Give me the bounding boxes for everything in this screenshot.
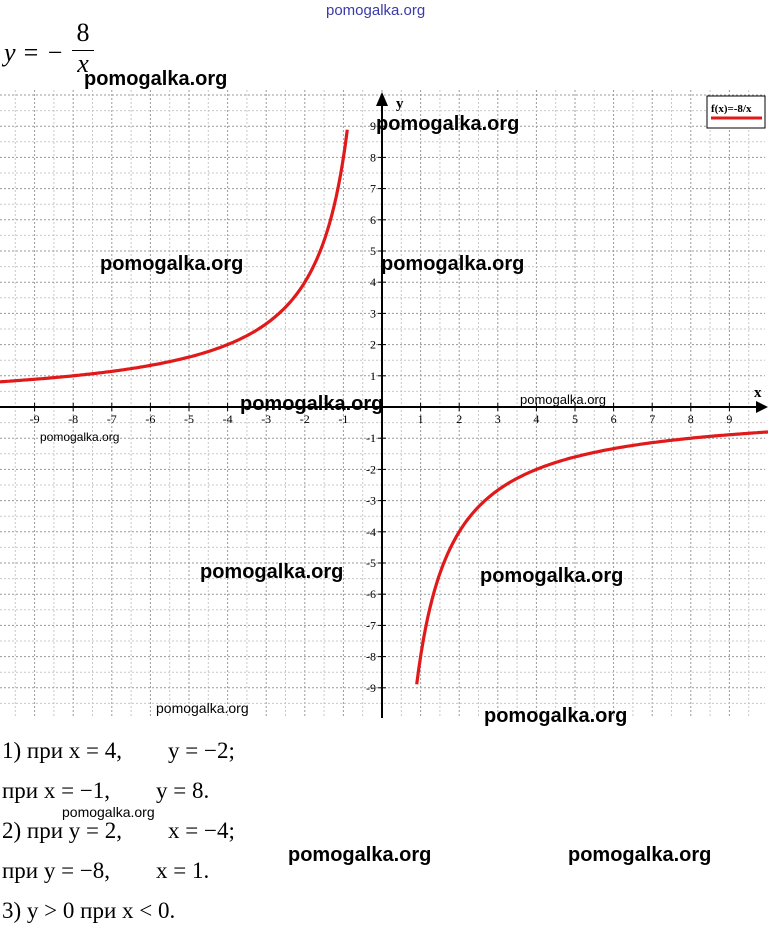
y-axis-label: y — [396, 96, 404, 112]
y-tick-label: 6 — [370, 213, 376, 227]
formula-numerator: 8 — [76, 18, 90, 47]
x-tick-label: -6 — [145, 412, 155, 426]
x-tick-label: 9 — [726, 412, 732, 426]
legend-box — [706, 95, 766, 129]
y-axis-arrow — [376, 92, 388, 106]
watermark: pomogalka.org — [376, 113, 520, 135]
watermark: pomogalka.org — [288, 844, 432, 866]
watermark: pomogalka.org — [84, 68, 228, 90]
watermark: pomogalka.org — [240, 393, 384, 415]
answer-line-3: 2) при y = 2, x = −4; — [2, 818, 235, 843]
x-tick-label: -5 — [184, 412, 194, 426]
y-tick-label: -4 — [366, 525, 376, 539]
answer-line-5: 3) y > 0 при x < 0. — [2, 898, 176, 923]
axes: xy — [0, 92, 768, 718]
function-formula: y = − 8 x — [4, 18, 104, 88]
x-tick-label: -3 — [261, 412, 271, 426]
y-tick-label: -8 — [366, 650, 376, 664]
y-tick-label: 2 — [370, 338, 376, 352]
tick-labels: -9 -8 -7 -6 -5 -4 -3 -2 -1 1 2 3 4 5 6 7 8 9 -9 -8 -7 -6 -5 -4 -… — [30, 119, 733, 695]
legend-label: f(x)=-8/x — [711, 103, 752, 115]
x-tick-label: -7 — [107, 412, 117, 426]
watermark: pomogalka.org — [480, 565, 624, 587]
y-tick-label: -5 — [366, 556, 376, 570]
answer-line-1: 1) при x = 4, y = −2; — [2, 738, 235, 763]
watermark-top: pomogalka.org — [326, 2, 426, 19]
x-tick-label: 7 — [649, 412, 655, 426]
formula-lhs: y = − — [4, 38, 64, 67]
x-tick-label: 1 — [418, 412, 424, 426]
watermark: pomogalka.org — [100, 253, 244, 275]
formula-denominator: x — [77, 49, 89, 78]
x-tick-label: 2 — [456, 412, 462, 426]
y-tick-label: -6 — [366, 587, 376, 601]
y-tick-label: -1 — [366, 431, 376, 445]
watermark: pomogalka.org — [568, 844, 712, 866]
y-tick-label: 4 — [370, 275, 376, 289]
watermark: pomogalka.org — [520, 392, 606, 407]
x-axis-arrow — [756, 401, 768, 413]
x-tick-label: -1 — [338, 412, 348, 426]
x-tick-label: -8 — [68, 412, 78, 426]
answer-line-4: при y = −8, x = 1. — [2, 858, 210, 883]
y-tick-label: -7 — [366, 618, 376, 632]
y-tick-label: -3 — [366, 494, 376, 508]
x-tick-label: 8 — [688, 412, 694, 426]
grid-lines — [0, 90, 765, 718]
watermark: pomogalka.org — [40, 430, 120, 444]
y-tick-label: 5 — [370, 244, 376, 258]
x-tick-label: 5 — [572, 412, 578, 426]
formula-fraction: 8 x — [72, 18, 94, 79]
y-tick-label: 3 — [370, 306, 376, 320]
x-tick-label: 6 — [611, 412, 617, 426]
y-tick-label: 7 — [370, 182, 376, 196]
x-tick-label: 3 — [495, 412, 501, 426]
y-tick-label: 8 — [370, 150, 376, 164]
curve-branch-1 — [0, 129, 349, 384]
answer-line-2: при x = −1, y = 8. — [2, 778, 210, 803]
watermark: pomogalka.org — [62, 804, 155, 820]
curve-branch-2 — [415, 430, 768, 685]
watermark: pomogalka.org — [200, 561, 344, 583]
x-tick-label: -4 — [223, 412, 233, 426]
watermark: pomogalka.org — [381, 253, 525, 275]
x-tick-label: -9 — [30, 412, 40, 426]
y-tick-label: 9 — [370, 119, 376, 133]
hyperbola-curve — [0, 129, 768, 685]
watermark: pomogalka.org — [484, 705, 628, 727]
x-axis-label: x — [754, 385, 762, 401]
x-tick-label: 4 — [533, 412, 539, 426]
legend: f(x)=-8/x — [706, 95, 766, 129]
y-tick-label: 1 — [370, 369, 376, 383]
function-graph: xy -9 -8 -7 -6 -5 -4 -3 -2 -1 1 2 3 4 5 6 7 8 9-9-8-7-6-5… — [0, 90, 768, 718]
x-tick-label: -2 — [300, 412, 310, 426]
y-tick-label: -9 — [366, 681, 376, 695]
y-tick-label: -2 — [366, 462, 376, 476]
fraction-bar — [72, 50, 94, 51]
watermark: pomogalka.org — [156, 700, 249, 716]
